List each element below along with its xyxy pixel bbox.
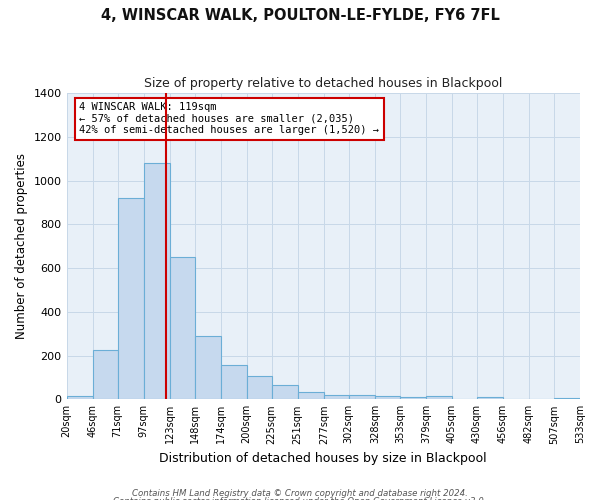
Bar [375,396,400,400]
Text: 4 WINSCAR WALK: 119sqm
← 57% of detached houses are smaller (2,035)
42% of semi-: 4 WINSCAR WALK: 119sqm ← 57% of detached… [79,102,379,136]
X-axis label: Distribution of detached houses by size in Blackpool: Distribution of detached houses by size … [160,452,487,465]
Bar [400,397,426,400]
Bar [92,350,118,400]
Bar [221,366,247,400]
Bar [426,396,452,400]
Bar [324,395,349,400]
Bar [247,376,272,400]
Bar [272,385,298,400]
Text: Contains public sector information licensed under the Open Government Licence v3: Contains public sector information licen… [113,497,487,500]
Bar [67,396,92,400]
Text: 4, WINSCAR WALK, POULTON-LE-FYLDE, FY6 7FL: 4, WINSCAR WALK, POULTON-LE-FYLDE, FY6 7… [101,8,499,22]
Bar [554,398,580,400]
Y-axis label: Number of detached properties: Number of detached properties [15,153,28,339]
Bar [143,163,170,400]
Bar [349,395,375,400]
Bar [170,257,194,400]
Bar [194,336,221,400]
Bar [298,392,324,400]
Text: Contains HM Land Registry data © Crown copyright and database right 2024.: Contains HM Land Registry data © Crown c… [132,488,468,498]
Title: Size of property relative to detached houses in Blackpool: Size of property relative to detached ho… [144,78,502,90]
Bar [477,397,503,400]
Bar [118,198,143,400]
